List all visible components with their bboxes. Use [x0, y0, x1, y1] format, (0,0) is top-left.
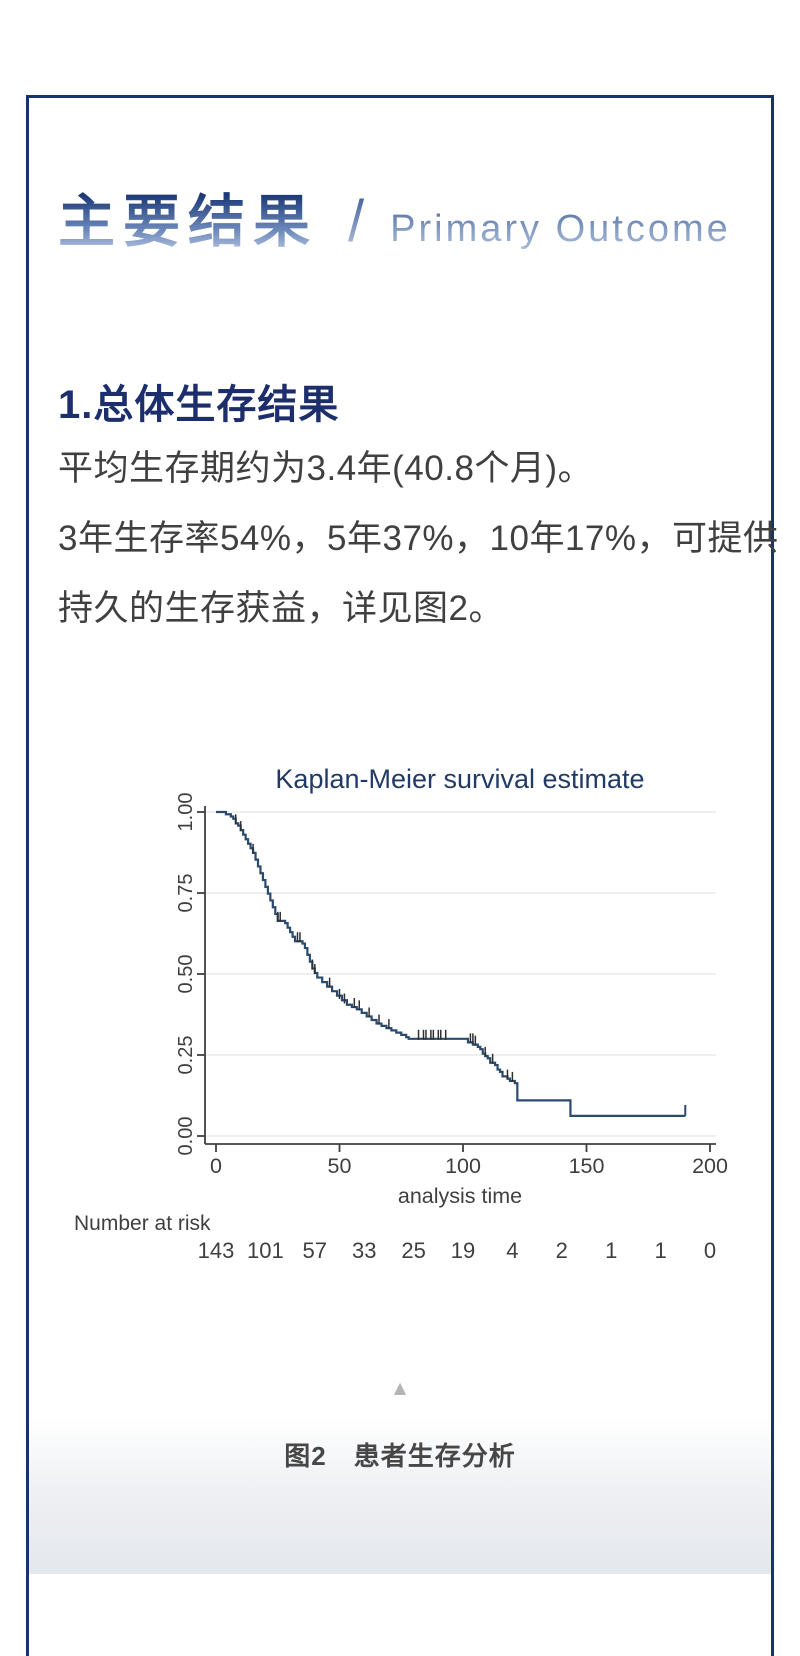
paragraph-survival-rates: 3年生存率54%，5年37%，10年17%，可提供 [58, 519, 779, 558]
svg-text:Number at risk: Number at risk [74, 1212, 211, 1235]
svg-text:33: 33 [352, 1238, 376, 1263]
svg-text:143: 143 [198, 1238, 235, 1263]
svg-text:57: 57 [303, 1238, 327, 1263]
figure-caption: 图2 患者生存分析 [284, 1441, 516, 1471]
svg-text:Kaplan-Meier survival estimate: Kaplan-Meier survival estimate [275, 764, 644, 794]
kaplan-meier-chart: 0.00 0.25 0.50 0.75 1.00 0 50 100 150 200 Kaplan-M… [74, 764, 728, 1263]
svg-text:0.25: 0.25 [175, 1036, 197, 1075]
svg-text:19: 19 [451, 1238, 475, 1263]
svg-text:0.50: 0.50 [175, 955, 197, 994]
svg-text:4: 4 [506, 1238, 518, 1263]
collapse-arrow-icon[interactable]: ▲ [389, 1377, 411, 1400]
bottom-gradient-band [29, 1418, 771, 1574]
svg-text:0.00: 0.00 [175, 1117, 197, 1156]
svg-text:1: 1 [605, 1238, 617, 1263]
svg-text:200: 200 [692, 1154, 728, 1178]
svg-text:1: 1 [654, 1238, 666, 1263]
title-divider-slash: / [348, 189, 365, 254]
svg-text:0: 0 [210, 1154, 222, 1178]
svg-text:0.75: 0.75 [175, 874, 197, 913]
svg-text:50: 50 [328, 1154, 352, 1178]
paragraph-survival-benefit: 持久的生存获益，详见图2。 [58, 589, 504, 628]
svg-text:100: 100 [445, 1154, 481, 1178]
svg-text:analysis time: analysis time [398, 1184, 522, 1208]
section-title-en: Primary Outcome [390, 207, 731, 253]
svg-text:25: 25 [401, 1238, 425, 1263]
svg-text:2: 2 [556, 1238, 568, 1263]
section-title-zh: 主要结果 [58, 190, 318, 254]
svg-text:0: 0 [704, 1238, 716, 1263]
paragraph-survival-mean: 平均生存期约为3.4年(40.8个月)。 [58, 449, 594, 488]
subsection-heading: 1.总体生存结果 [58, 383, 340, 427]
svg-text:150: 150 [569, 1154, 605, 1178]
section-header: 主要结果 / Primary Outcome [58, 190, 731, 256]
svg-text:101: 101 [247, 1238, 284, 1263]
svg-text:1.00: 1.00 [175, 793, 197, 832]
